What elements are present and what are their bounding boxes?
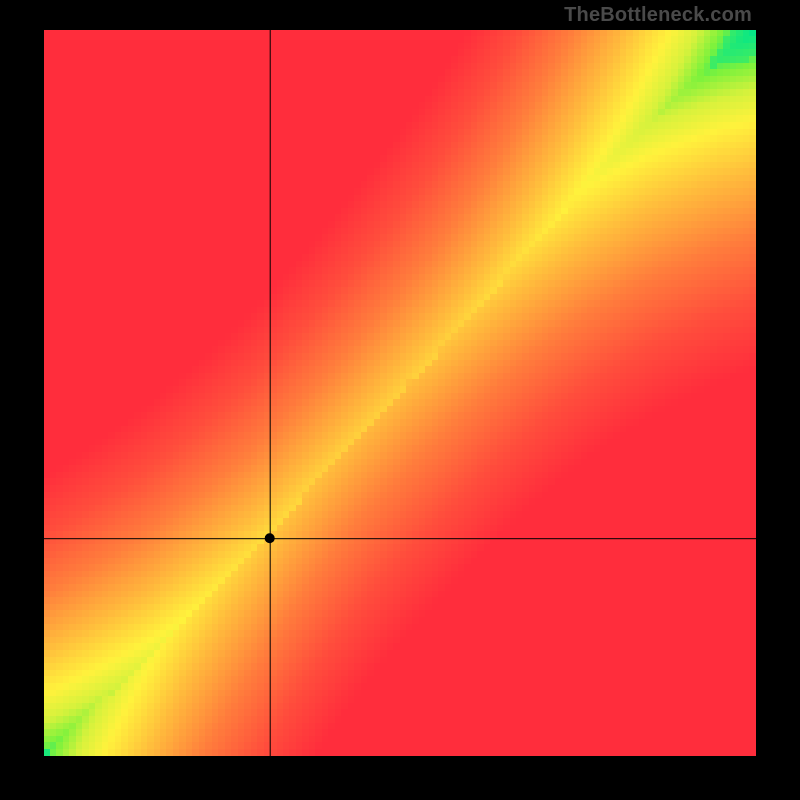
watermark-text: TheBottleneck.com (564, 4, 752, 27)
heatmap-plot (44, 30, 756, 756)
